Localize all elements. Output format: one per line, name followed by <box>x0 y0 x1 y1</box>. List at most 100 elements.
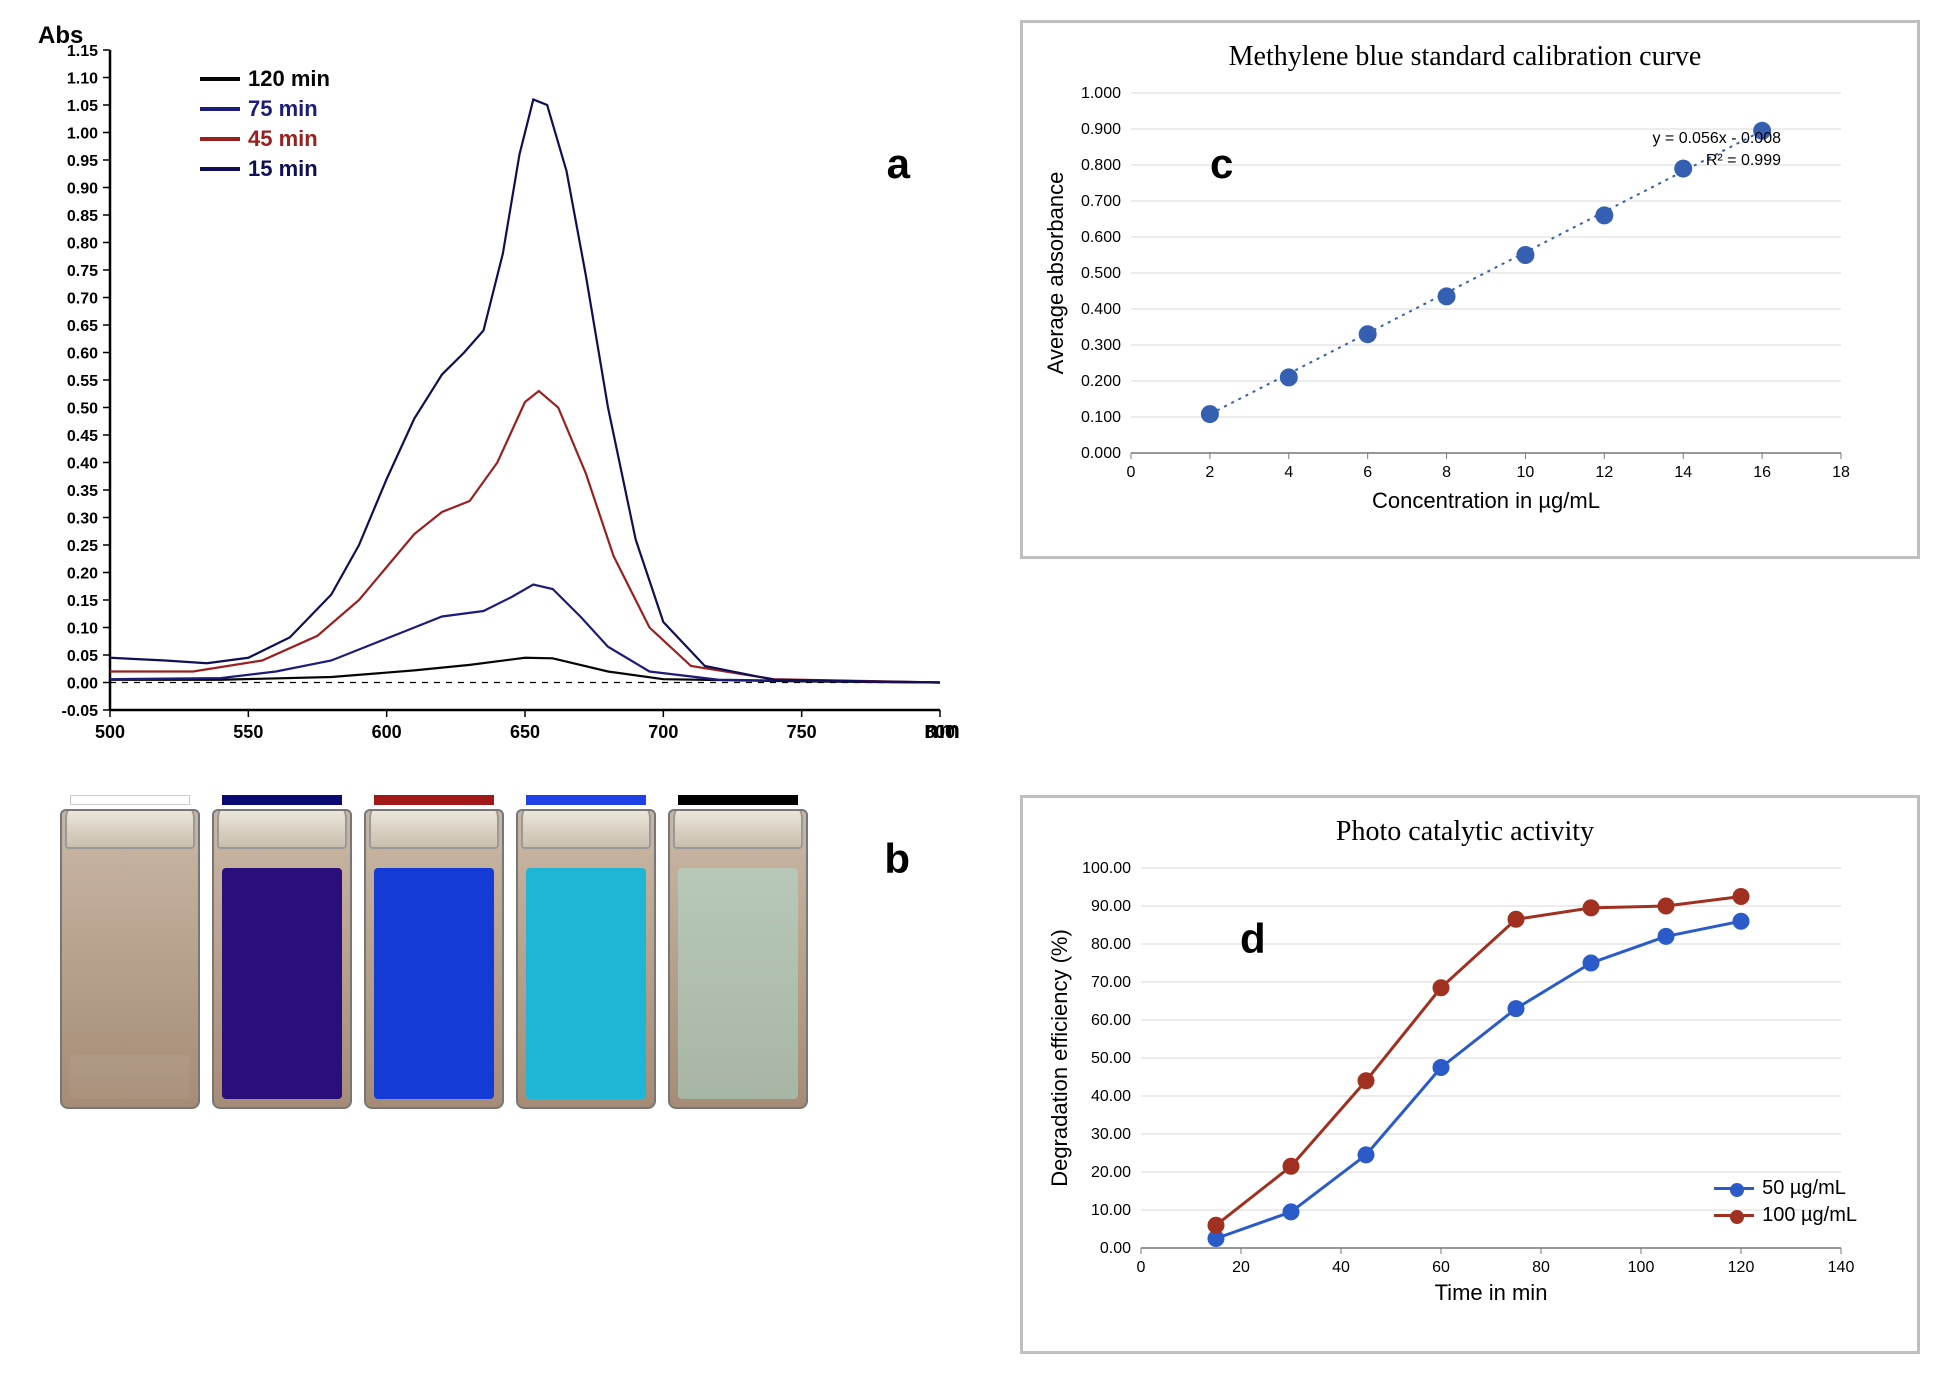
svg-text:Average absorbance: Average absorbance <box>1043 172 1068 375</box>
legend-item: 50 µg/mL <box>1714 1177 1857 1200</box>
panel-c-label: c <box>1210 140 1233 188</box>
panel-d-title: Photo catalytic activity <box>1041 816 1889 848</box>
panel-a-ylabel: Abs <box>38 22 83 50</box>
panel-a-absorbance-spectra: Abs -0.05 0.00 0.05 0.10 0.15 0.20 0.25 0.30 0.3… <box>20 20 980 765</box>
svg-text:0.75: 0.75 <box>67 263 98 280</box>
svg-text:1.10: 1.10 <box>67 71 98 88</box>
svg-text:20: 20 <box>1232 1259 1250 1276</box>
svg-text:0.700: 0.700 <box>1081 193 1121 210</box>
svg-text:0.000: 0.000 <box>1081 445 1121 462</box>
svg-text:Concentration in µg/mL: Concentration in µg/mL <box>1372 488 1600 513</box>
svg-text:0.30: 0.30 <box>67 511 98 528</box>
svg-text:1.00: 1.00 <box>67 126 98 143</box>
svg-text:12: 12 <box>1595 464 1613 481</box>
svg-text:0: 0 <box>1137 1259 1146 1276</box>
svg-text:0.600: 0.600 <box>1081 229 1121 246</box>
vial <box>668 795 808 1109</box>
svg-text:10: 10 <box>1517 464 1535 481</box>
svg-text:140: 140 <box>1828 1259 1855 1276</box>
vial <box>516 795 656 1109</box>
vial <box>60 795 200 1109</box>
panel-c-calibration: Methylene blue standard calibration curv… <box>1020 20 1920 765</box>
svg-text:650: 650 <box>510 722 540 742</box>
panel-d-photocatalytic: Photo catalytic activity 0.0010.0020.003… <box>1020 795 1920 1354</box>
svg-text:Degradation efficiency (%): Degradation efficiency (%) <box>1047 929 1072 1187</box>
legend-item: 15 min <box>200 156 330 182</box>
svg-text:0.15: 0.15 <box>67 593 98 610</box>
svg-text:100.00: 100.00 <box>1082 860 1131 877</box>
svg-text:100: 100 <box>1628 1259 1655 1276</box>
svg-text:y = 0.056x - 0.008: y = 0.056x - 0.008 <box>1652 130 1781 147</box>
legend-item: 75 min <box>200 96 330 122</box>
panel-b-label: b <box>884 835 910 883</box>
svg-text:16: 16 <box>1753 464 1771 481</box>
panel-b-vials: b <box>20 795 980 1354</box>
svg-text:0.40: 0.40 <box>67 456 98 473</box>
svg-text:1.000: 1.000 <box>1081 85 1121 102</box>
svg-text:80.00: 80.00 <box>1091 936 1131 953</box>
svg-text:90.00: 90.00 <box>1091 898 1131 915</box>
svg-text:R² = 0.999: R² = 0.999 <box>1706 152 1781 169</box>
legend-item: 120 min <box>200 66 330 92</box>
svg-text:0.800: 0.800 <box>1081 157 1121 174</box>
panel-c-plot: 0.0000.1000.2000.3000.4000.5000.6000.700… <box>1041 83 1861 523</box>
svg-text:-0.05: -0.05 <box>62 703 99 720</box>
vial <box>212 795 352 1109</box>
svg-text:40.00: 40.00 <box>1091 1088 1131 1105</box>
svg-text:0.85: 0.85 <box>67 208 98 225</box>
svg-text:0.35: 0.35 <box>67 483 98 500</box>
vials-row <box>20 795 980 1109</box>
legend-item: 45 min <box>200 126 330 152</box>
panel-c-title: Methylene blue standard calibration curv… <box>1041 41 1889 73</box>
svg-text:0.95: 0.95 <box>67 153 98 170</box>
svg-text:0.60: 0.60 <box>67 346 98 363</box>
svg-text:0.00: 0.00 <box>67 676 98 693</box>
svg-text:700: 700 <box>648 722 678 742</box>
svg-text:2: 2 <box>1205 464 1214 481</box>
svg-text:8: 8 <box>1442 464 1451 481</box>
svg-text:0.80: 0.80 <box>67 236 98 253</box>
svg-text:0.300: 0.300 <box>1081 337 1121 354</box>
svg-text:0.50: 0.50 <box>67 401 98 418</box>
svg-text:60.00: 60.00 <box>1091 1012 1131 1029</box>
svg-text:0.20: 0.20 <box>67 566 98 583</box>
svg-text:0.200: 0.200 <box>1081 373 1121 390</box>
svg-text:0.90: 0.90 <box>67 181 98 198</box>
svg-text:0.00: 0.00 <box>1100 1240 1131 1257</box>
svg-text:1.05: 1.05 <box>67 98 98 115</box>
svg-text:0.900: 0.900 <box>1081 121 1121 138</box>
svg-text:0.65: 0.65 <box>67 318 98 335</box>
svg-text:18: 18 <box>1832 464 1850 481</box>
svg-text:0.70: 0.70 <box>67 291 98 308</box>
svg-text:550: 550 <box>233 722 263 742</box>
svg-text:4: 4 <box>1284 464 1293 481</box>
svg-text:600: 600 <box>372 722 402 742</box>
svg-text:14: 14 <box>1674 464 1692 481</box>
svg-text:0.100: 0.100 <box>1081 409 1121 426</box>
svg-text:10.00: 10.00 <box>1091 1202 1131 1219</box>
panel-a-label: a <box>887 140 910 188</box>
svg-text:0.05: 0.05 <box>67 648 98 665</box>
svg-text:120: 120 <box>1728 1259 1755 1276</box>
figure-grid: Abs -0.05 0.00 0.05 0.10 0.15 0.20 0.25 0.30 0.3… <box>20 20 1926 1354</box>
svg-text:750: 750 <box>787 722 817 742</box>
legend-item: 100 µg/mL <box>1714 1204 1857 1227</box>
svg-text:70.00: 70.00 <box>1091 974 1131 991</box>
panel-a-plot: -0.05 0.00 0.05 0.10 0.15 0.20 0.25 0.30 0.35 0.4… <box>20 20 960 760</box>
panel-a-legend: 120 min 75 min 45 min 15 min <box>200 66 330 186</box>
vial <box>364 795 504 1109</box>
svg-text:500: 500 <box>95 722 125 742</box>
svg-text:20.00: 20.00 <box>1091 1164 1131 1181</box>
svg-text:0.500: 0.500 <box>1081 265 1121 282</box>
svg-text:0.10: 0.10 <box>67 621 98 638</box>
panel-d-plot: 0.0010.0020.0030.0040.0050.0060.0070.008… <box>1041 858 1861 1318</box>
svg-text:6: 6 <box>1363 464 1372 481</box>
svg-text:80: 80 <box>1532 1259 1550 1276</box>
panel-a-xlabel: nm <box>924 717 960 745</box>
svg-text:0.55: 0.55 <box>67 373 98 390</box>
svg-text:0.45: 0.45 <box>67 428 98 445</box>
svg-text:60: 60 <box>1432 1259 1450 1276</box>
svg-text:0: 0 <box>1127 464 1136 481</box>
svg-text:50.00: 50.00 <box>1091 1050 1131 1067</box>
svg-text:0.25: 0.25 <box>67 538 98 555</box>
